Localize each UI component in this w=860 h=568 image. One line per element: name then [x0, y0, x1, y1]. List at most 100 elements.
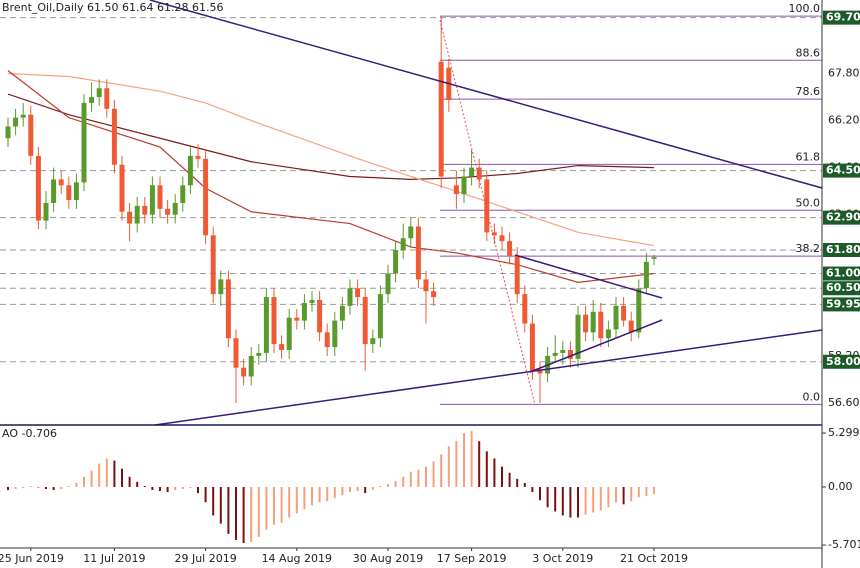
candle-body: [560, 350, 566, 353]
candle-body: [347, 288, 353, 306]
indicator-value: -0.706: [22, 427, 57, 440]
ao-bar: [432, 461, 435, 487]
level-box: [823, 281, 860, 296]
candle-body: [484, 179, 490, 233]
ao-bar: [364, 486, 367, 494]
ao-bar: [166, 486, 169, 493]
ao-bar: [645, 486, 648, 497]
level-label: 69.70: [826, 11, 860, 24]
ao-bar: [493, 458, 496, 487]
x-tick-label: 14 Aug 2019: [262, 552, 332, 565]
ao-bar: [622, 486, 625, 505]
level-box: [823, 266, 860, 281]
ao-bar: [98, 463, 101, 487]
candle-body: [180, 185, 186, 203]
ao-bar: [83, 476, 85, 487]
ao-bar: [447, 446, 450, 487]
ao-bar: [227, 486, 230, 534]
ao-bar: [569, 486, 572, 518]
candle-body: [636, 288, 642, 333]
ao-bar: [531, 486, 534, 493]
ao-bar: [105, 458, 108, 487]
ao-bar: [14, 486, 17, 490]
candle-body: [43, 202, 49, 221]
ao-bar: [273, 486, 275, 525]
ao-bar: [409, 471, 412, 487]
candle-body: [385, 273, 391, 295]
ao-bar: [508, 472, 511, 487]
x-tick-label: 30 Aug 2019: [353, 552, 423, 565]
candle-body: [81, 102, 87, 183]
y-tick-label: 56.60: [828, 396, 860, 409]
candle-body: [134, 205, 140, 224]
candle-body: [332, 320, 338, 348]
candle-body: [218, 279, 224, 295]
ao-bar: [470, 430, 473, 487]
level-box: [823, 163, 860, 178]
y-tick-label: 66.20: [828, 114, 860, 127]
header-value: 61.64: [122, 1, 154, 14]
ao-bar: [189, 486, 192, 489]
candle-body: [583, 314, 589, 333]
ao-bar: [584, 486, 587, 515]
ao-bar: [29, 485, 32, 487]
ao-bar: [394, 480, 397, 487]
ao-bar: [60, 486, 63, 490]
trend-lines: [149, 0, 823, 426]
candle-body: [187, 155, 193, 186]
candle-body: [210, 235, 216, 295]
ao-bar: [425, 466, 427, 487]
x-tick-label: 21 Oct 2019: [620, 552, 688, 565]
candle-body: [111, 108, 117, 165]
candle-body: [58, 179, 64, 186]
fib-label: 100.0: [789, 2, 821, 15]
candle-body: [522, 294, 528, 324]
fib-label: 0.0: [803, 390, 821, 403]
ao-tick-label: 0.00: [828, 480, 853, 493]
moving-average: [7, 72, 655, 247]
candle-body: [628, 320, 634, 333]
ao-bar: [113, 460, 116, 487]
candle-body: [408, 226, 414, 239]
header: Brent_Oil,Daily 61.50 61.64 61.28 61.56: [2, 1, 223, 14]
ao-bar: [37, 486, 40, 488]
ao-bar: [440, 454, 443, 487]
ao-bar: [295, 486, 298, 514]
candle-body: [377, 294, 383, 339]
ao-bar: [371, 486, 374, 491]
candle-body: [453, 185, 459, 195]
candle-body: [514, 255, 520, 295]
indicator-name: AO: [2, 427, 18, 440]
ao-bar: [539, 486, 541, 501]
candle-body: [621, 305, 627, 321]
candle-body: [96, 88, 102, 98]
candle-body: [286, 317, 292, 350]
ao-bar: [554, 486, 557, 512]
candle-body: [552, 352, 558, 356]
ao-bar: [326, 486, 329, 502]
candle-body: [5, 126, 11, 139]
ao-bar: [318, 486, 321, 503]
candle-body: [324, 332, 330, 348]
ao-bar: [235, 486, 237, 540]
ao-bar: [128, 476, 131, 487]
ao-bar: [463, 433, 465, 487]
indicator-header: AO -0.706: [2, 427, 57, 440]
candle-body: [51, 179, 57, 203]
ao-bar: [501, 466, 503, 487]
level-box: [823, 243, 860, 257]
candle-body: [241, 367, 247, 377]
candle-body: [651, 257, 657, 259]
candle-body: [294, 317, 300, 321]
candle-body: [529, 323, 535, 371]
ao-bar: [379, 485, 382, 487]
ao-bar: [280, 486, 283, 523]
candle-body: [119, 164, 125, 212]
ao-bar: [637, 486, 640, 498]
ao-bar: [561, 486, 564, 516]
candle-body: [20, 114, 26, 118]
ao-bar: [174, 486, 177, 491]
ao-tick-label: -5.701: [828, 538, 860, 551]
fib-label: 38.2: [796, 242, 821, 255]
